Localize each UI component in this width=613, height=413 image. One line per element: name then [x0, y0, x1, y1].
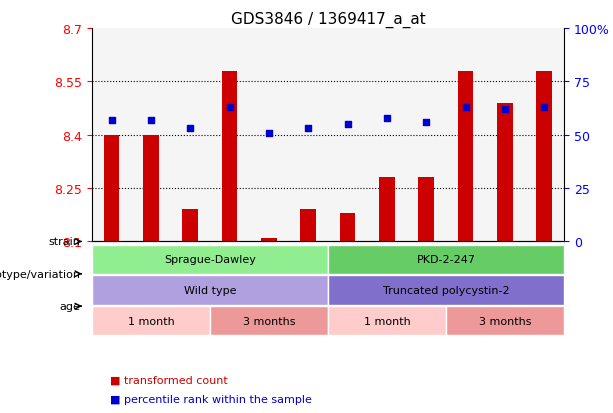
Point — [107, 117, 116, 124]
Bar — [104, 135, 120, 242]
Text: PKD-2-247: PKD-2-247 — [416, 255, 476, 265]
FancyBboxPatch shape — [210, 306, 328, 335]
Point — [421, 119, 431, 126]
Point — [225, 104, 235, 111]
Title: GDS3846 / 1369417_a_at: GDS3846 / 1369417_a_at — [230, 12, 425, 28]
Text: age: age — [59, 301, 80, 311]
Text: Truncated polycystin-2: Truncated polycystin-2 — [383, 285, 509, 295]
Point — [264, 130, 274, 137]
FancyBboxPatch shape — [328, 245, 564, 274]
FancyBboxPatch shape — [446, 306, 564, 335]
Text: genotype/variation: genotype/variation — [0, 269, 80, 279]
Bar — [143, 135, 159, 242]
Text: ■ transformed count: ■ transformed count — [110, 375, 228, 385]
Bar — [379, 178, 395, 242]
Bar — [419, 178, 434, 242]
Text: 3 months: 3 months — [479, 316, 531, 326]
Text: 1 month: 1 month — [128, 316, 174, 326]
Bar — [183, 210, 198, 242]
Text: ■ percentile rank within the sample: ■ percentile rank within the sample — [110, 394, 312, 404]
Point — [343, 121, 352, 128]
FancyBboxPatch shape — [92, 306, 210, 335]
Text: Sprague-Dawley: Sprague-Dawley — [164, 255, 256, 265]
Point — [461, 104, 471, 111]
Point — [185, 126, 195, 132]
Text: 3 months: 3 months — [243, 316, 295, 326]
FancyBboxPatch shape — [92, 276, 328, 305]
Point — [146, 117, 156, 124]
Bar — [458, 71, 473, 242]
Bar — [261, 238, 277, 242]
Bar — [300, 210, 316, 242]
FancyBboxPatch shape — [328, 276, 564, 305]
Bar — [497, 103, 513, 242]
Bar — [536, 71, 552, 242]
Bar — [222, 71, 237, 242]
Text: strain: strain — [48, 237, 80, 247]
Point — [500, 107, 510, 113]
FancyBboxPatch shape — [328, 306, 446, 335]
Text: 1 month: 1 month — [364, 316, 410, 326]
Text: Wild type: Wild type — [184, 285, 236, 295]
Point — [539, 104, 549, 111]
Point — [303, 126, 313, 132]
Point — [382, 115, 392, 122]
FancyBboxPatch shape — [92, 245, 328, 274]
Bar — [340, 214, 356, 242]
